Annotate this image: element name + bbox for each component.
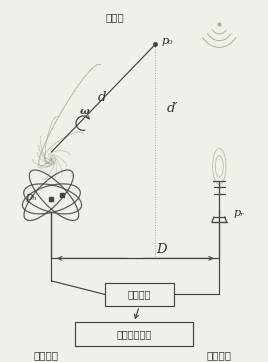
Text: 观测源: 观测源	[106, 12, 125, 22]
Text: d′: d′	[167, 102, 178, 115]
Bar	[75, 322, 193, 346]
Text: D: D	[157, 243, 167, 256]
Bar	[105, 283, 174, 306]
Text: pₕ: pₕ	[25, 192, 37, 202]
Text: 辅助天线: 辅助天线	[207, 350, 232, 360]
Text: ω: ω	[79, 107, 89, 116]
Text: p₀: p₀	[162, 36, 174, 46]
Text: 后端处理设备: 后端处理设备	[116, 329, 152, 339]
Text: d: d	[98, 92, 106, 105]
Text: 采集系统: 采集系统	[128, 289, 151, 299]
Text: 待测天线: 待测天线	[34, 350, 58, 360]
Text: pᵣ: pᵣ	[234, 208, 245, 218]
